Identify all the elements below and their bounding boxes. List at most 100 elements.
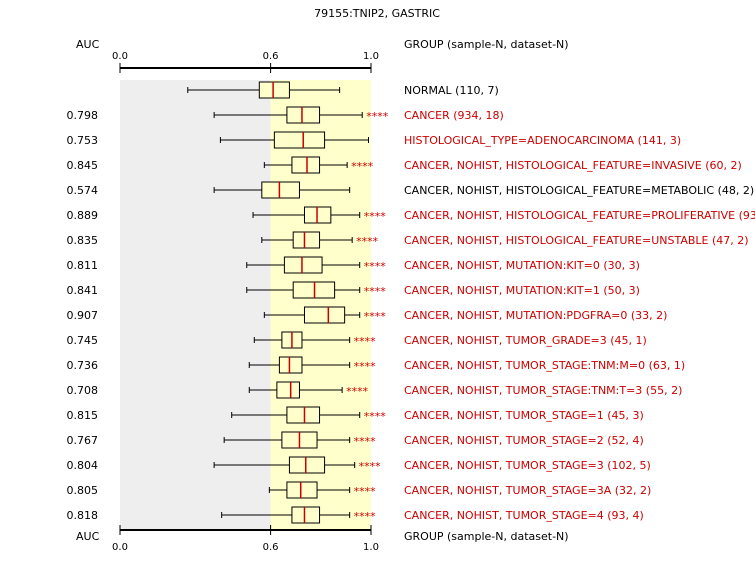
group-label: CANCER, NOHIST, HISTOLOGICAL_FEATURE=PRO… [404, 209, 755, 222]
box-row: **** [223, 431, 377, 449]
group-label: CANCER, NOHIST, TUMOR_GRADE=3 (45, 1) [404, 334, 647, 347]
group-label: CANCER, NOHIST, MUTATION:KIT=0 (30, 3) [404, 259, 640, 272]
auc-value: 0.708 [67, 384, 99, 397]
auc-value: 0.767 [67, 434, 99, 447]
box-row: **** [261, 231, 379, 249]
significance-stars: **** [354, 435, 377, 448]
iqr-box [261, 181, 300, 199]
iqr-box [286, 481, 318, 499]
box-row: **** [231, 406, 387, 424]
group-label: CANCER, NOHIST, TUMOR_STAGE=2 (52, 4) [404, 434, 644, 447]
box-row: **** [252, 206, 387, 224]
iqr-box [291, 156, 321, 174]
significance-stars: **** [354, 360, 377, 373]
group-label: CANCER, NOHIST, MUTATION:KIT=1 (50, 3) [404, 284, 640, 297]
auc-value: 0.745 [67, 334, 99, 347]
significance-stars: **** [351, 160, 374, 173]
auc-value: 0.889 [67, 209, 99, 222]
iqr-box [276, 381, 300, 399]
iqr-box [283, 256, 323, 274]
significance-stars: **** [354, 335, 377, 348]
iqr-box [291, 506, 321, 524]
auc-value: 0.841 [67, 284, 99, 297]
auc-value: 0.845 [67, 159, 99, 172]
group-label: CANCER, NOHIST, TUMOR_STAGE=4 (93, 4) [404, 509, 644, 522]
box-row: **** [253, 331, 377, 349]
group-label: HISTOLOGICAL_TYPE=ADENOCARCINOMA (141, 3… [404, 134, 681, 147]
group-label: CANCER, NOHIST, HISTOLOGICAL_FEATURE=UNS… [404, 234, 749, 247]
auc-value: 0.736 [67, 359, 99, 372]
auc-highlight-region [270, 80, 371, 530]
box-row: **** [213, 106, 389, 124]
box-series: **** **** **** **** **** **** **** **** **** ****… [187, 81, 389, 524]
auc-header-bottom: AUC [76, 530, 100, 543]
significance-stars: **** [359, 460, 382, 473]
axis-bottom: 0.0 0.6 1.0 [112, 525, 379, 553]
auc-value: 0.811 [67, 259, 99, 272]
iqr-box [258, 81, 290, 99]
group-label: CANCER, NOHIST, HISTOLOGICAL_FEATURE=MET… [404, 184, 754, 197]
box-row: **** [246, 281, 387, 299]
auc-value: 0.818 [67, 509, 99, 522]
auc-header-top: AUC [76, 38, 100, 51]
box-row [213, 181, 351, 199]
bottom-tick-label: 0.0 [112, 542, 128, 553]
significance-stars: **** [354, 510, 377, 523]
group-header-top: GROUP (sample-N, dataset-N) [404, 38, 569, 51]
auc-value: 0.835 [67, 234, 99, 247]
box-row: **** [268, 481, 377, 499]
group-label: CANCER, NOHIST, TUMOR_STAGE=1 (45, 3) [404, 409, 644, 422]
significance-stars: **** [356, 235, 379, 248]
significance-stars: **** [364, 260, 387, 273]
axis-top: 0.0 0.6 1.0 [112, 51, 379, 73]
group-label: CANCER, NOHIST, TUMOR_STAGE=3A (32, 2) [404, 484, 651, 497]
iqr-box [286, 106, 321, 124]
row-labels: NORMAL (110, 7) 0.798 CANCER (934, 18) 0.75… [67, 84, 755, 522]
group-label: CANCER, NOHIST, HISTOLOGICAL_FEATURE=INV… [404, 159, 742, 172]
iqr-box [286, 406, 321, 424]
significance-stars: **** [364, 410, 387, 423]
group-label: NORMAL (110, 7) [404, 84, 499, 97]
group-label: CANCER, NOHIST, TUMOR_STAGE=3 (102, 5) [404, 459, 651, 472]
box-row: **** [221, 506, 377, 524]
top-tick-label: 0.0 [112, 51, 128, 62]
group-label: CANCER (934, 18) [404, 109, 504, 122]
box-row: **** [263, 156, 374, 174]
iqr-box [273, 131, 326, 149]
auc-value: 0.753 [67, 134, 99, 147]
box-row [187, 81, 341, 99]
auc-value: 0.804 [67, 459, 99, 472]
significance-stars: **** [364, 310, 387, 323]
top-tick-label: 1.0 [363, 51, 379, 62]
auc-value: 0.907 [67, 309, 99, 322]
top-tick-label: 0.6 [263, 51, 279, 62]
box-row: **** [248, 356, 377, 374]
significance-stars: **** [366, 110, 389, 123]
significance-stars: **** [354, 485, 377, 498]
plot-background [120, 80, 271, 530]
box-row: **** [263, 306, 387, 324]
significance-stars: **** [346, 385, 369, 398]
iqr-box [288, 456, 326, 474]
significance-stars: **** [364, 210, 387, 223]
group-header-bottom: GROUP (sample-N, dataset-N) [404, 530, 569, 543]
group-label: CANCER, NOHIST, TUMOR_STAGE:TNM:M=0 (63,… [404, 359, 685, 372]
auc-value: 0.805 [67, 484, 99, 497]
group-label: CANCER, NOHIST, TUMOR_STAGE:TNM:T=3 (55,… [404, 384, 682, 397]
box-row: **** [213, 456, 382, 474]
iqr-box [278, 356, 303, 374]
auc-value: 0.798 [67, 109, 99, 122]
auc-value: 0.815 [67, 409, 99, 422]
group-label: CANCER, NOHIST, MUTATION:PDGFRA=0 (33, 2… [404, 309, 667, 322]
auc-value: 0.574 [67, 184, 99, 197]
box-row [219, 131, 369, 149]
iqr-box [292, 231, 321, 249]
box-row: **** [246, 256, 387, 274]
bottom-tick-label: 1.0 [363, 542, 379, 553]
box-row: **** [248, 381, 369, 399]
significance-stars: **** [364, 285, 387, 298]
bottom-tick-label: 0.6 [263, 542, 279, 553]
chart-title: 79155:TNIP2, GASTRIC [314, 7, 440, 20]
iqr-box [303, 306, 346, 324]
